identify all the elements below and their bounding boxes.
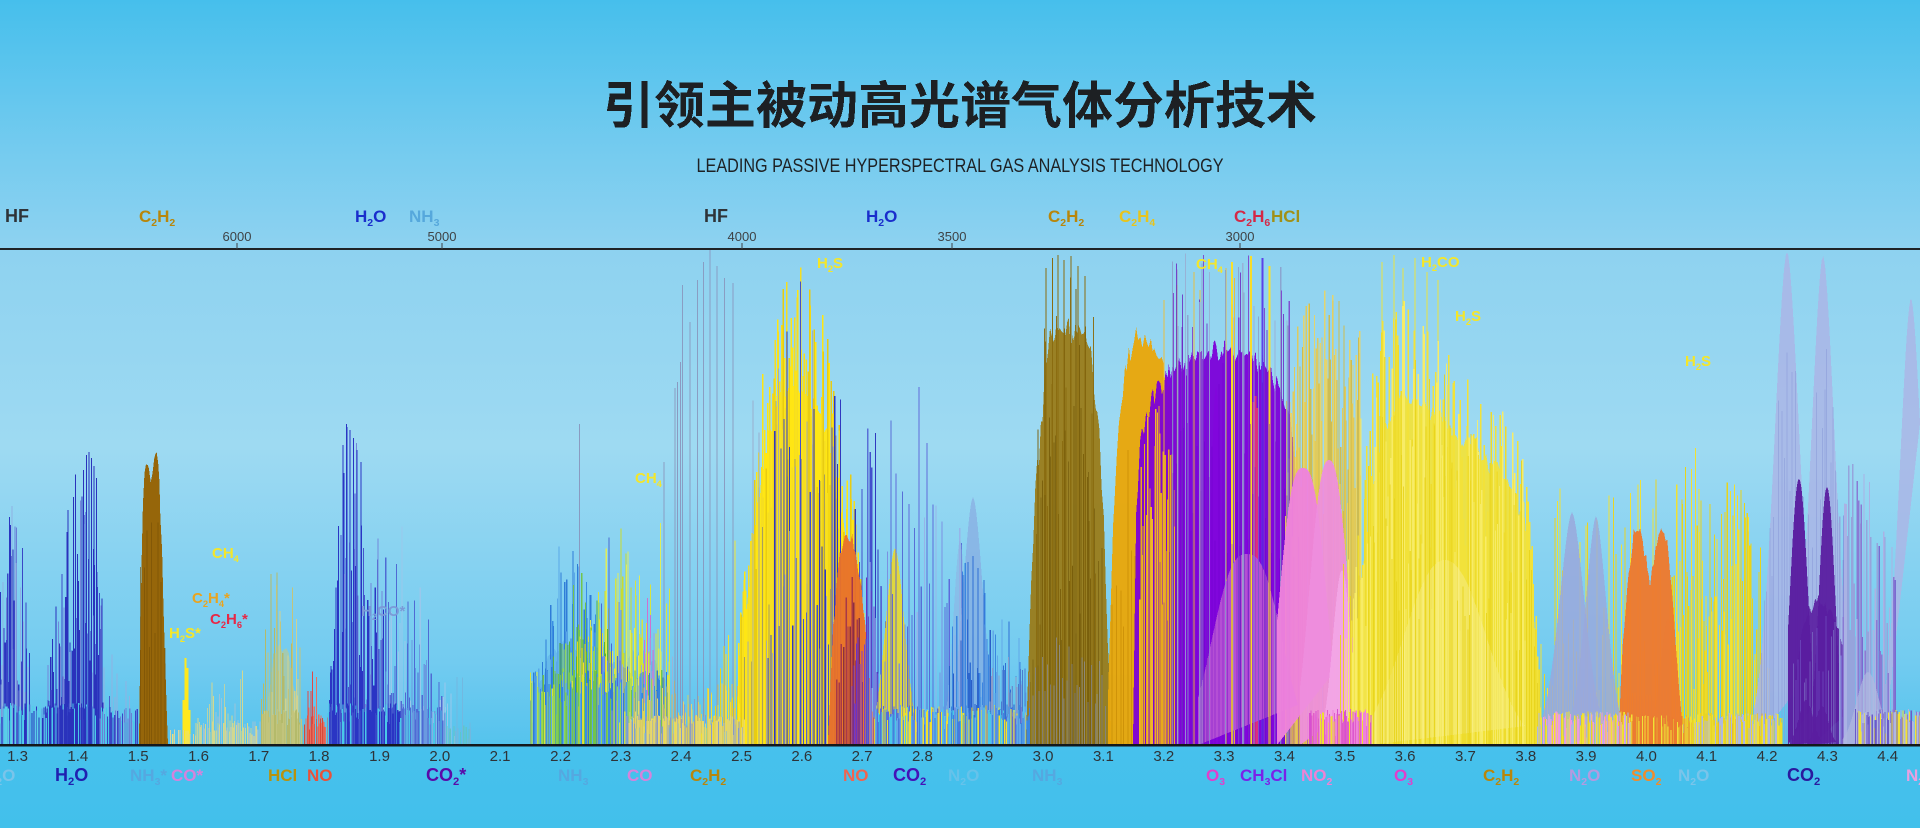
svg-text:1.3: 1.3 [7, 748, 28, 765]
svg-text:2.0: 2.0 [429, 748, 450, 765]
svg-text:H2​S: H2​S [1455, 308, 1481, 327]
svg-text:C2​H2​: C2​H2​ [1483, 766, 1519, 788]
svg-text:2.8: 2.8 [912, 748, 933, 765]
svg-text:1.7: 1.7 [248, 748, 269, 765]
svg-text:NO: NO [843, 766, 869, 785]
svg-text:CH4​: CH4​ [635, 470, 663, 489]
svg-text:CH3​Cl: CH3​Cl [1240, 766, 1287, 788]
svg-text:LEADING PASSIVE HYPERSPECTRAL: LEADING PASSIVE HYPERSPECTRAL GAS ANALYS… [697, 155, 1224, 177]
svg-text:N2​O: N2​O [0, 766, 15, 788]
svg-text:1.5: 1.5 [128, 748, 149, 765]
svg-text:2.1: 2.1 [490, 748, 511, 765]
svg-text:3.9: 3.9 [1576, 748, 1597, 765]
svg-text:3.2: 3.2 [1153, 748, 1174, 765]
svg-text:4.2: 4.2 [1757, 748, 1778, 765]
svg-text:C2​H2​: C2​H2​ [690, 766, 726, 788]
svg-text:5000: 5000 [428, 229, 457, 244]
svg-text:C2​H2​: C2​H2​ [139, 207, 175, 229]
svg-text:C2​H6​: C2​H6​ [1234, 207, 1270, 229]
svg-text:3.4: 3.4 [1274, 748, 1295, 765]
svg-text:4.4: 4.4 [1877, 748, 1898, 765]
svg-text:1.4: 1.4 [67, 748, 88, 765]
svg-text:2.5: 2.5 [731, 748, 752, 765]
svg-text:N2​O: N2​O [1678, 766, 1709, 788]
svg-text:1.8: 1.8 [309, 748, 330, 765]
svg-text:2.9: 2.9 [972, 748, 993, 765]
svg-text:3.0: 3.0 [1033, 748, 1054, 765]
svg-text:H2​S: H2​S [1685, 353, 1711, 372]
svg-text:H2​S: H2​S [817, 255, 843, 274]
svg-text:HF: HF [704, 206, 728, 226]
svg-text:2.6: 2.6 [791, 748, 812, 765]
svg-text:NH3​: NH3​ [558, 766, 589, 788]
svg-text:HF: HF [5, 206, 29, 226]
svg-text:2.4: 2.4 [671, 748, 692, 765]
svg-text:NH3​: NH3​ [1032, 766, 1063, 788]
svg-text:3000: 3000 [1226, 229, 1255, 244]
svg-text:4.0: 4.0 [1636, 748, 1657, 765]
svg-text:H2​O: H2​O [355, 207, 386, 229]
svg-text:CO2​*: CO2​* [426, 765, 466, 788]
svg-text:CO: CO [627, 766, 653, 785]
svg-text:NO2​: NO2​ [1301, 766, 1333, 788]
svg-text:2.3: 2.3 [610, 748, 631, 765]
svg-text:O3​: O3​ [1394, 766, 1413, 788]
svg-text:4.3: 4.3 [1817, 748, 1838, 765]
svg-text:4000: 4000 [728, 229, 757, 244]
svg-text:CH4​: CH4​ [1196, 256, 1224, 275]
svg-text:N2​O: N2​O [948, 766, 979, 788]
svg-text:O3​: O3​ [1206, 766, 1225, 788]
svg-text:NH3​*: NH3​* [130, 766, 167, 788]
svg-text:3500: 3500 [938, 229, 967, 244]
svg-text:NH3​: NH3​ [409, 207, 440, 229]
svg-text:3.6: 3.6 [1395, 748, 1416, 765]
svg-text:SO2​: SO2​ [1631, 766, 1662, 788]
svg-text:NO: NO [307, 766, 333, 785]
svg-text:CO2​: CO2​ [1787, 765, 1820, 788]
svg-text:C2​H2​: C2​H2​ [1048, 207, 1084, 229]
svg-text:CO*: CO* [171, 766, 204, 785]
svg-text:3.3: 3.3 [1214, 748, 1235, 765]
svg-text:H2​O: H2​O [55, 765, 88, 788]
svg-text:C2​H4​*: C2​H4​* [192, 590, 230, 609]
svg-text:1.9: 1.9 [369, 748, 390, 765]
svg-text:4.1: 4.1 [1696, 748, 1717, 765]
svg-text:H2​S*: H2​S* [169, 625, 201, 644]
svg-text:HCl: HCl [1271, 207, 1300, 226]
svg-text:C2​H6​*: C2​H6​* [210, 611, 248, 630]
svg-text:H2​CO*: H2​CO* [361, 603, 406, 622]
svg-text:H2​CO: H2​CO [1421, 254, 1460, 273]
svg-text:6000: 6000 [223, 229, 252, 244]
svg-text:3.7: 3.7 [1455, 748, 1476, 765]
svg-text:CO2​: CO2​ [893, 765, 926, 788]
svg-text:3.1: 3.1 [1093, 748, 1114, 765]
svg-text:CH4​: CH4​ [212, 545, 240, 564]
svg-text:N2​O: N2​O [1569, 766, 1600, 788]
svg-text:H2​O: H2​O [866, 207, 897, 229]
svg-text:2.2: 2.2 [550, 748, 571, 765]
svg-text:2.7: 2.7 [852, 748, 873, 765]
svg-text:N2​O: N2​O [1906, 766, 1920, 788]
svg-text:1.6: 1.6 [188, 748, 209, 765]
svg-text:HCl: HCl [268, 766, 297, 785]
svg-text:3.5: 3.5 [1334, 748, 1355, 765]
svg-text:3.8: 3.8 [1515, 748, 1536, 765]
svg-text:C2​H4​: C2​H4​ [1119, 207, 1155, 229]
